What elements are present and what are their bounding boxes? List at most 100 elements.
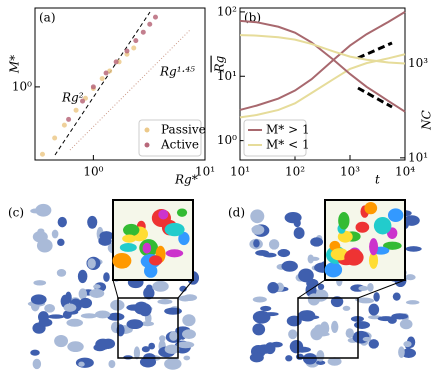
cluster [253, 239, 260, 248]
cluster [405, 246, 422, 252]
cluster [67, 341, 84, 353]
cluster [358, 285, 369, 291]
annotation: Rg² [61, 91, 84, 105]
cluster [264, 342, 276, 355]
cluster [98, 236, 112, 246]
cluster [57, 238, 65, 247]
y-axis-label: M* [8, 55, 22, 74]
zoom-connector [357, 279, 406, 299]
cluster [159, 335, 166, 342]
point [73, 107, 79, 113]
cluster [143, 286, 155, 300]
cluster [77, 269, 88, 284]
x-tick-label: 10³ [340, 165, 360, 179]
cluster [66, 318, 84, 327]
cluster [87, 258, 96, 269]
point [90, 84, 96, 90]
cluster [30, 349, 40, 356]
cluster [405, 300, 420, 305]
point [52, 135, 58, 141]
inset-cluster [164, 222, 185, 237]
cluster [178, 295, 192, 302]
cluster [63, 303, 77, 312]
cluster [32, 231, 48, 243]
inset-cluster [364, 201, 378, 215]
cluster [126, 304, 143, 311]
point [39, 151, 45, 157]
cluster [362, 336, 372, 342]
point [152, 14, 158, 20]
cluster [368, 303, 380, 316]
cluster [285, 355, 293, 362]
inset-cluster [387, 208, 404, 223]
point [147, 21, 153, 27]
inset-cluster [355, 221, 370, 233]
line [239, 11, 406, 111]
cluster [95, 338, 111, 350]
y-tick-label: 10⁰ [12, 79, 32, 93]
cluster [262, 252, 277, 258]
cluster [319, 321, 330, 336]
cluster [32, 358, 42, 370]
cluster [387, 316, 397, 324]
cluster [354, 321, 371, 329]
cluster [62, 310, 72, 319]
guide-line [69, 29, 191, 151]
cluster [316, 350, 325, 362]
cluster [183, 355, 191, 361]
point [61, 122, 67, 128]
inset-cluster [112, 252, 132, 269]
inset-cluster [149, 255, 163, 266]
cluster [345, 328, 354, 339]
cluster [288, 329, 298, 340]
inset-cluster [176, 208, 188, 217]
point [133, 38, 139, 44]
cluster [268, 239, 280, 250]
cluster [277, 249, 291, 258]
cluster [260, 305, 272, 312]
panel-label: (c) [8, 206, 24, 220]
inset-cluster [165, 249, 184, 258]
cluster [403, 340, 412, 348]
plot-frame [239, 7, 406, 161]
cluster [140, 321, 154, 327]
cluster [80, 313, 98, 319]
inset-cluster [324, 262, 343, 278]
legend-label: Active [160, 138, 199, 152]
line [239, 19, 406, 113]
point [124, 48, 130, 54]
cluster [182, 329, 196, 340]
zoom-box [297, 297, 359, 359]
point [80, 98, 86, 104]
cluster [250, 209, 265, 224]
cluster [310, 237, 324, 247]
inset-cluster [369, 238, 379, 256]
cluster [139, 356, 157, 368]
panel-label: (a) [39, 11, 56, 25]
cluster [47, 314, 65, 319]
cluster [403, 215, 420, 226]
plot-frame [34, 7, 206, 161]
cluster [33, 280, 47, 286]
cluster [30, 294, 47, 305]
cluster [262, 312, 279, 317]
inset-cluster [144, 264, 158, 278]
cluster [152, 280, 169, 292]
cluster [327, 357, 342, 366]
legend-label: M* > 1 [266, 123, 310, 137]
inset-cluster [158, 209, 169, 220]
cluster [252, 296, 267, 303]
cluster [164, 307, 182, 315]
x-axis-label: t [375, 173, 380, 187]
cluster [169, 331, 178, 341]
cluster [126, 319, 144, 330]
y-tick-label: 10¹ [217, 69, 237, 83]
point [131, 45, 137, 51]
cluster [331, 320, 339, 333]
cluster [38, 318, 53, 327]
cluster [373, 292, 380, 302]
cluster [79, 297, 93, 309]
cluster [87, 215, 98, 229]
cluster [281, 260, 298, 272]
